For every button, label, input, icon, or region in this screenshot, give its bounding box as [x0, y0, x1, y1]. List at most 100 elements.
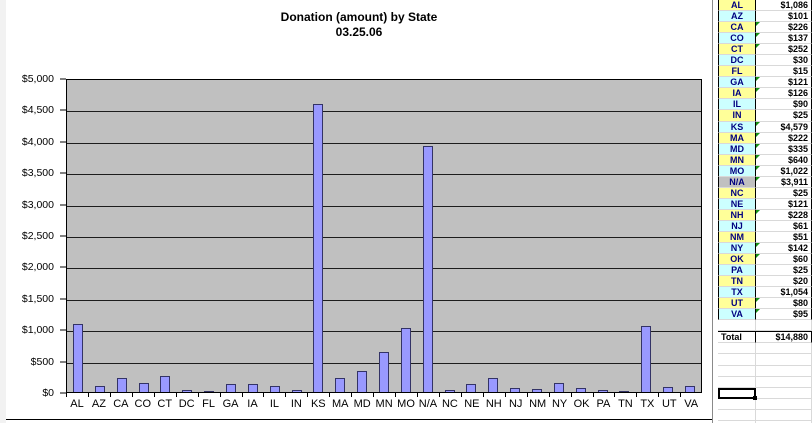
- state-cell[interactable]: AZ: [718, 11, 756, 23]
- sheet-blank-row[interactable]: [718, 376, 812, 388]
- bar[interactable]: [269, 386, 280, 392]
- blank-cell[interactable]: [718, 365, 757, 377]
- table-row[interactable]: OK $60: [718, 254, 812, 266]
- blank-cell[interactable]: [756, 409, 812, 421]
- amount-cell[interactable]: $121: [756, 198, 812, 210]
- amount-cell[interactable]: $95: [756, 309, 812, 321]
- sheet-blank-row[interactable]: [718, 398, 812, 410]
- amount-cell[interactable]: $640: [756, 154, 812, 166]
- blank-cell[interactable]: [718, 354, 757, 366]
- amount-cell[interactable]: $61: [756, 220, 812, 232]
- blank-cell[interactable]: [756, 365, 812, 377]
- bar[interactable]: [72, 323, 83, 392]
- bar[interactable]: [597, 390, 608, 392]
- amount-cell[interactable]: $20: [756, 276, 812, 288]
- sheet-blank-row[interactable]: [718, 354, 812, 366]
- bar[interactable]: [116, 377, 127, 392]
- chart-object[interactable]: Donation (amount) by State 03.25.06 $5,0…: [6, 0, 713, 423]
- state-cell[interactable]: NE: [718, 198, 756, 210]
- table-row[interactable]: MO $1,022: [718, 165, 812, 177]
- bar[interactable]: [641, 325, 652, 392]
- bar[interactable]: [291, 390, 302, 392]
- amount-cell[interactable]: $15: [756, 66, 812, 78]
- table-row[interactable]: CT $252: [718, 44, 812, 56]
- blank-cell[interactable]: [756, 354, 812, 366]
- amount-cell[interactable]: $30: [756, 55, 812, 67]
- amount-cell[interactable]: $3,911: [756, 176, 812, 188]
- amount-cell[interactable]: $51: [756, 231, 812, 244]
- bar[interactable]: [466, 384, 477, 392]
- amount-cell[interactable]: $142: [756, 243, 812, 255]
- bar[interactable]: [378, 351, 389, 392]
- state-cell[interactable]: PA: [718, 265, 756, 277]
- bar[interactable]: [313, 104, 324, 392]
- state-cell[interactable]: NC: [718, 187, 756, 199]
- bar[interactable]: [663, 386, 674, 392]
- bar[interactable]: [94, 385, 105, 392]
- bar[interactable]: [510, 388, 521, 392]
- state-cell[interactable]: AL: [718, 0, 756, 12]
- bar[interactable]: [204, 390, 215, 392]
- bar[interactable]: [160, 376, 171, 392]
- table-row[interactable]: UT $80: [718, 298, 812, 310]
- state-cell[interactable]: GA: [718, 77, 756, 89]
- table-row[interactable]: FL $15: [718, 66, 812, 78]
- amount-cell[interactable]: $121: [756, 77, 812, 89]
- state-cell[interactable]: MA: [718, 132, 756, 144]
- bar[interactable]: [444, 390, 455, 392]
- table-row[interactable]: IL $90: [718, 99, 812, 111]
- table-row[interactable]: NY $142: [718, 243, 812, 255]
- amount-cell[interactable]: $335: [756, 143, 812, 155]
- state-cell[interactable]: KS: [718, 121, 756, 133]
- state-cell[interactable]: FL: [718, 66, 756, 78]
- table-row[interactable]: AZ $101: [718, 11, 812, 23]
- amount-cell[interactable]: $25: [756, 187, 812, 199]
- blank-cell[interactable]: [718, 398, 757, 410]
- blank-cell[interactable]: [718, 409, 757, 421]
- table-row[interactable]: KS $4,579: [718, 121, 812, 133]
- table-row[interactable]: IA $126: [718, 88, 812, 100]
- amount-cell[interactable]: $1,086: [756, 0, 812, 12]
- table-row[interactable]: TX $1,054: [718, 287, 812, 299]
- bar[interactable]: [553, 383, 564, 392]
- bar[interactable]: [422, 146, 433, 392]
- table-row[interactable]: NJ $61: [718, 220, 812, 232]
- table-row[interactable]: VA $95: [718, 309, 812, 321]
- amount-cell[interactable]: $101: [756, 11, 812, 23]
- sheet-blank-row[interactable]: [718, 343, 812, 355]
- table-row[interactable]: N/A $3,911: [718, 176, 812, 188]
- sheet-blank-row[interactable]: [718, 365, 812, 377]
- state-cell[interactable]: NY: [718, 243, 756, 255]
- state-cell[interactable]: IN: [718, 110, 756, 122]
- total-label[interactable]: Total: [718, 331, 756, 344]
- state-cell[interactable]: NH: [718, 209, 756, 221]
- state-cell[interactable]: VA: [718, 309, 756, 321]
- bar[interactable]: [357, 370, 368, 392]
- amount-cell[interactable]: $222: [756, 132, 812, 144]
- table-row[interactable]: NH $228: [718, 209, 812, 221]
- blank-cell[interactable]: [718, 420, 757, 423]
- amount-cell[interactable]: $4,579: [756, 121, 812, 133]
- selected-row[interactable]: [718, 387, 812, 400]
- bar[interactable]: [684, 386, 695, 392]
- bar[interactable]: [531, 388, 542, 392]
- amount-cell[interactable]: $126: [756, 88, 812, 100]
- state-cell[interactable]: MN: [718, 154, 756, 166]
- amount-cell[interactable]: $228: [756, 209, 812, 221]
- total-row[interactable]: Total $14,880: [718, 331, 812, 344]
- state-cell[interactable]: DC: [718, 55, 756, 67]
- amount-cell[interactable]: $226: [756, 22, 812, 34]
- table-row[interactable]: GA $121: [718, 77, 812, 89]
- state-cell[interactable]: IA: [718, 88, 756, 100]
- blank-cell[interactable]: [718, 376, 757, 388]
- table-row[interactable]: CA $226: [718, 22, 812, 34]
- amount-cell[interactable]: $90: [756, 99, 812, 111]
- selected-cell[interactable]: [718, 387, 757, 400]
- bar[interactable]: [619, 390, 630, 392]
- blank-cell[interactable]: [756, 398, 812, 410]
- bar[interactable]: [247, 384, 258, 392]
- table-row[interactable]: PA $25: [718, 265, 812, 277]
- amount-cell[interactable]: $1,022: [756, 165, 812, 177]
- sheet-grid[interactable]: AL $1,086 AZ $101 CA $226 CO $137 CT $252 DC $30 FL $…: [718, 0, 812, 423]
- table-row[interactable]: DC $30: [718, 55, 812, 67]
